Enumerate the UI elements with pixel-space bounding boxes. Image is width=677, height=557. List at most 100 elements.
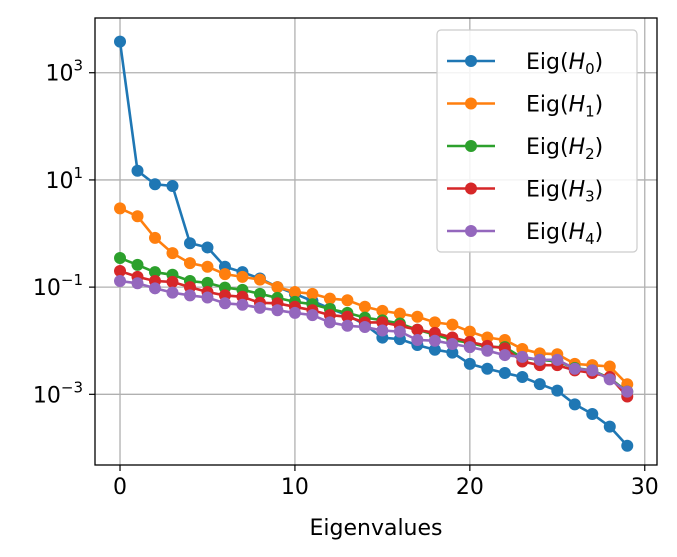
series-line xyxy=(119,279,629,393)
data-point xyxy=(131,258,144,271)
data-point xyxy=(393,307,406,320)
data-point xyxy=(358,321,371,334)
data-point xyxy=(498,366,511,379)
data-point xyxy=(603,420,616,433)
data-point xyxy=(236,298,249,311)
legend-label: Eig(H3) xyxy=(526,178,603,206)
data-point xyxy=(621,439,634,452)
y-tick-label: 101 xyxy=(45,164,83,194)
data-point xyxy=(376,324,389,337)
data-point xyxy=(166,275,179,288)
x-tick-label: 0 xyxy=(113,475,127,500)
data-point xyxy=(498,349,511,362)
legend-label: Eig(H4) xyxy=(526,220,603,248)
data-point xyxy=(114,275,127,288)
data-point xyxy=(411,323,424,336)
x-tick-label: 20 xyxy=(456,475,484,500)
legend-box xyxy=(436,29,638,253)
data-point xyxy=(428,316,441,329)
legend-label: Eig(H0) xyxy=(526,50,603,78)
data-point xyxy=(148,178,161,191)
data-point xyxy=(481,331,494,344)
data-point xyxy=(201,276,214,289)
data-point xyxy=(183,289,196,302)
data-point xyxy=(166,286,179,299)
data-point xyxy=(148,231,161,244)
data-point xyxy=(271,304,284,317)
data-point xyxy=(218,297,231,310)
legend-marker xyxy=(465,225,477,237)
data-point xyxy=(516,371,529,384)
data-point xyxy=(568,362,581,375)
data-point xyxy=(463,357,476,370)
data-point xyxy=(306,309,319,322)
data-point xyxy=(148,266,161,279)
data-point xyxy=(114,202,127,215)
data-point xyxy=(603,360,616,373)
data-point xyxy=(428,343,441,356)
x-axis-label: Eigenvalues xyxy=(309,516,442,541)
plot-frame xyxy=(94,17,658,466)
data-point xyxy=(183,237,196,250)
data-point xyxy=(533,378,546,391)
y-tick-label: 103 xyxy=(45,57,83,87)
x-tick-label: 30 xyxy=(631,475,659,500)
data-point xyxy=(253,273,266,286)
legend-marker xyxy=(465,182,477,195)
data-point xyxy=(148,282,161,295)
data-point xyxy=(288,286,301,299)
y-tick-label: 10−3 xyxy=(33,378,83,408)
data-point xyxy=(393,325,406,338)
data-point xyxy=(411,334,424,347)
data-point xyxy=(568,398,581,411)
data-point xyxy=(463,325,476,338)
data-point xyxy=(358,300,371,313)
data-point xyxy=(201,241,214,254)
data-point xyxy=(533,353,546,366)
data-point xyxy=(114,35,127,48)
data-point xyxy=(323,316,336,329)
data-point xyxy=(236,270,249,283)
data-point xyxy=(218,268,231,281)
y-axis: 10−3 10−1 101 103 xyxy=(33,57,95,408)
data-point xyxy=(253,301,266,314)
data-point xyxy=(446,337,459,350)
x-tick-label: 10 xyxy=(281,475,309,500)
data-point xyxy=(428,334,441,347)
data-point xyxy=(201,291,214,304)
series-3 xyxy=(114,264,634,403)
data-point xyxy=(551,353,564,366)
data-point xyxy=(341,319,354,332)
data-point xyxy=(114,251,127,264)
data-point xyxy=(114,264,127,277)
legend-marker xyxy=(465,97,477,110)
data-point xyxy=(551,384,564,397)
legend-marker xyxy=(465,55,477,67)
data-point xyxy=(603,373,616,386)
data-point xyxy=(463,341,476,354)
data-point xyxy=(481,344,494,357)
data-point xyxy=(341,310,354,323)
data-point xyxy=(341,294,354,307)
data-point xyxy=(201,260,214,273)
data-point xyxy=(183,257,196,270)
data-point xyxy=(131,210,144,223)
data-point xyxy=(516,350,529,363)
data-point xyxy=(376,304,389,317)
series-line xyxy=(119,256,629,393)
data-point xyxy=(586,364,599,377)
data-point xyxy=(131,277,144,290)
data-point xyxy=(621,385,634,398)
series-line xyxy=(119,269,629,398)
series-group xyxy=(114,35,634,452)
data-point xyxy=(131,164,144,177)
data-point xyxy=(253,287,266,300)
x-axis: 0 10 20 30 xyxy=(113,465,659,500)
data-point xyxy=(323,292,336,305)
data-point xyxy=(586,407,599,420)
data-point xyxy=(288,306,301,319)
legend-label: Eig(H2) xyxy=(526,135,603,163)
series-4 xyxy=(114,275,634,398)
legend-marker xyxy=(465,140,477,152)
